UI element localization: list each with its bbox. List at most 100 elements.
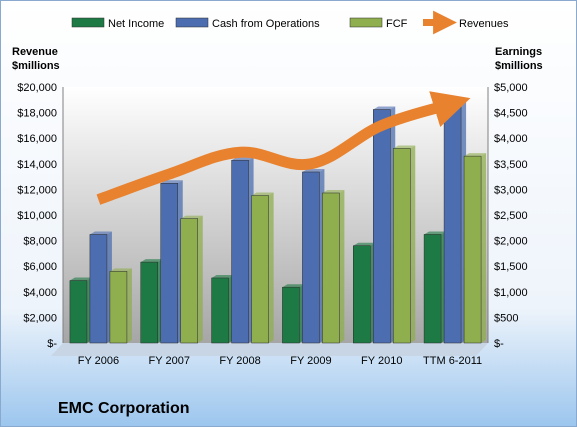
cash-from-operations-legend-swatch xyxy=(175,17,209,28)
fcf-bar-front xyxy=(393,148,411,344)
fcf-bar-top xyxy=(322,189,345,193)
cash-from-operations-bar-top xyxy=(89,231,112,235)
plot-area xyxy=(63,87,488,343)
net-income-bar xyxy=(282,284,305,344)
cash-from-operations-bar-front xyxy=(443,103,462,344)
fcf-bar-front xyxy=(463,155,482,344)
left-tick-label: $20,000 xyxy=(17,82,57,94)
cash-from-operations-bar-top xyxy=(373,106,396,110)
cash-from-operations-bar xyxy=(160,180,183,344)
category-labels: FY 2006 FY 2007 FY 2008 FY 2009 FY 2010 TTM 6… xyxy=(78,355,482,367)
net-income-bar-top xyxy=(140,259,163,263)
net-income-bar-front xyxy=(140,261,158,344)
category-label: FY 2007 xyxy=(149,355,190,367)
right-tick-label: $500 xyxy=(494,312,518,324)
left-tick-label: $16,000 xyxy=(17,133,57,145)
category-label: TTM 6-2011 xyxy=(423,355,482,367)
net-income-bar xyxy=(140,259,163,344)
fcf-bar-front xyxy=(109,271,128,344)
cash-from-operations-bar-front xyxy=(302,171,320,344)
net-income-bar-top xyxy=(282,284,305,288)
net-income-bar-front xyxy=(282,286,300,344)
cash-from-operations-bar xyxy=(231,157,254,344)
fcf-bar xyxy=(180,215,203,344)
net-income-bar xyxy=(69,277,92,344)
revenues-legend-label: Revenues xyxy=(459,18,509,30)
cash-from-operations-bar-front xyxy=(160,183,178,344)
revenue-line-layer xyxy=(96,91,471,205)
legend: Net Income Cash from Operations FCF Revenue… xyxy=(71,10,509,35)
fcf-bar xyxy=(393,145,416,344)
fcf-bar-side xyxy=(339,189,345,343)
fcf-bar-front xyxy=(322,192,340,344)
net-income-bar-front xyxy=(69,280,88,344)
fcf-bar-top xyxy=(464,153,487,157)
right-tick-label: $1,500 xyxy=(494,261,528,273)
right-tick-label: $2,000 xyxy=(494,236,528,248)
category-label: FY 2008 xyxy=(219,355,260,367)
fcf-legend-swatch xyxy=(349,17,383,28)
fcf-bar xyxy=(109,268,132,344)
cash-from-operations-bar-front xyxy=(231,159,249,344)
net-income-bar-front xyxy=(423,234,442,344)
net-income-bar-top xyxy=(211,274,234,278)
fcf-bar-top xyxy=(180,215,203,219)
left-axis-label-line2: $millions xyxy=(12,60,60,72)
left-tick-label: $6,000 xyxy=(23,261,57,273)
right-tick-label: $4,000 xyxy=(494,133,528,145)
net-income-bar-top xyxy=(69,277,92,281)
right-tick-label: $3,500 xyxy=(494,159,528,171)
right-tick-label: $4,500 xyxy=(494,108,528,120)
revenues-line xyxy=(96,91,471,205)
right-axis-label-line1: Earnings xyxy=(495,46,542,58)
fcf-bar-side xyxy=(410,145,416,343)
net-income-bar xyxy=(353,242,376,344)
left-tick-label: $- xyxy=(47,338,57,350)
left-tick-label: $2,000 xyxy=(23,312,57,324)
plot-floor xyxy=(51,343,488,356)
fcf-bar-top xyxy=(109,268,132,272)
net-income-bar-front xyxy=(211,277,229,344)
fcf-bar-top xyxy=(251,192,274,196)
left-tick-label: $4,000 xyxy=(23,287,57,299)
fcf-bar-side xyxy=(197,215,203,343)
fcf-bar-side xyxy=(268,192,274,343)
cash-from-operations-bar-front xyxy=(373,109,391,344)
right-tick-label: $- xyxy=(494,338,504,350)
cash-from-operations-bar-front xyxy=(89,234,108,344)
net-income-legend-label: Net Income xyxy=(108,18,164,30)
net-income-bar-front xyxy=(353,245,371,344)
net-income-bar xyxy=(423,231,447,344)
right-tick-label: $2,500 xyxy=(494,210,528,222)
fcf-bar-side xyxy=(126,268,132,343)
left-tick-label: $12,000 xyxy=(17,184,57,196)
right-axis-label-line2: $millions xyxy=(495,60,543,72)
fcf-bar-side xyxy=(481,153,487,343)
net-income-legend-swatch xyxy=(71,17,105,28)
left-tick-label: $14,000 xyxy=(17,159,57,171)
left-axis-ticks: $- $2,000 $4,000 $6,000 $8,000 $10,000 $12,000… xyxy=(17,82,57,350)
left-tick-label: $8,000 xyxy=(23,236,57,248)
right-tick-label: $3,000 xyxy=(494,184,528,196)
left-axis-label-line1: Revenue xyxy=(12,46,58,58)
fcf-bar xyxy=(322,189,345,344)
cash-from-operations-bar-top xyxy=(160,180,183,184)
right-axis-ticks: $- $500 $1,000 $1,500 $2,000 $2,500 $3,000 $3,5… xyxy=(494,82,528,350)
right-tick-label: $1,000 xyxy=(494,287,528,299)
fcf-bar-front xyxy=(251,195,269,344)
left-tick-label: $10,000 xyxy=(17,210,57,222)
net-income-bar-top xyxy=(424,231,447,235)
fcf-legend-label: FCF xyxy=(386,18,408,30)
net-income-bar xyxy=(211,274,234,344)
cash-from-operations-legend-label: Cash from Operations xyxy=(212,18,320,30)
right-tick-label: $5,000 xyxy=(494,82,528,94)
left-tick-label: $18,000 xyxy=(17,108,57,120)
category-label: FY 2006 xyxy=(78,355,119,367)
fcf-bar-front xyxy=(180,218,198,344)
company-name: EMC Corporation xyxy=(58,400,190,417)
fcf-bar xyxy=(251,192,274,344)
bars xyxy=(69,100,487,344)
net-income-bar-top xyxy=(353,242,376,246)
cash-from-operations-bar xyxy=(373,106,396,344)
